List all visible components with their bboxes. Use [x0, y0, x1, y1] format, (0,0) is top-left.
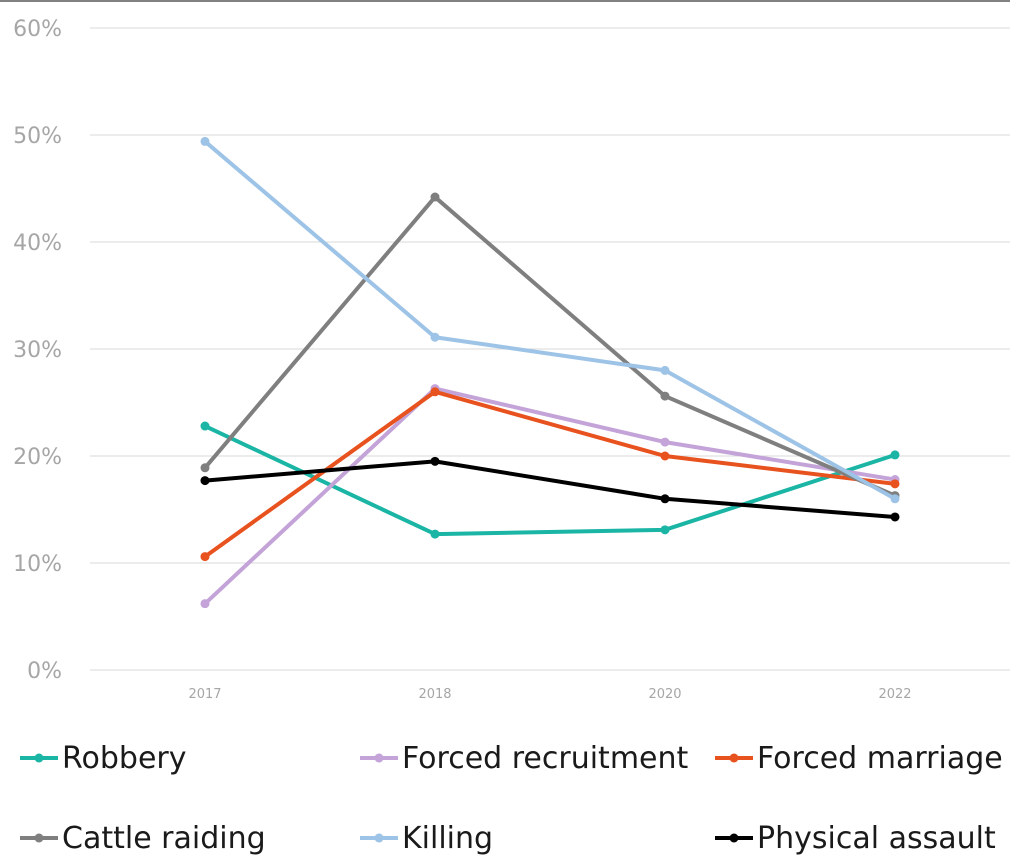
- y-tick-label: 50%: [13, 124, 62, 149]
- data-point-cattle-raiding: [660, 391, 670, 401]
- legend-swatch-marker: [374, 753, 384, 763]
- legend-swatch-marker: [374, 833, 384, 843]
- series-line-forced-marriage: [203, 389, 897, 559]
- series-line-robbery: [203, 424, 897, 537]
- x-tick-label: 2017: [188, 687, 221, 702]
- y-tick-label: 60%: [13, 17, 62, 42]
- data-point-forced-marriage: [890, 479, 900, 489]
- legend-item-killing: Killing: [360, 821, 493, 856]
- legend-label: Forced marriage: [757, 741, 1003, 776]
- series-line-forced-recruitment: [203, 386, 897, 606]
- legend-item-forced-recruitment: Forced recruitment: [360, 741, 689, 776]
- data-point-robbery: [890, 450, 900, 460]
- y-tick-label: 0%: [27, 659, 62, 684]
- legend-swatch-marker: [729, 753, 739, 763]
- legend-item-physical-assault: Physical assault: [715, 821, 996, 856]
- legend-swatch-marker: [34, 753, 44, 763]
- series-line-cattle-raiding: [203, 195, 897, 498]
- y-tick-label: 30%: [13, 338, 62, 363]
- legend-label: Physical assault: [757, 821, 996, 856]
- data-point-robbery: [200, 421, 210, 431]
- data-point-cattle-raiding: [430, 192, 440, 202]
- data-point-forced-recruitment: [660, 437, 670, 447]
- data-point-killing: [200, 136, 210, 146]
- data-point-forced-marriage: [660, 451, 670, 461]
- legend-label: Forced recruitment: [402, 741, 689, 776]
- data-point-physical-assault: [660, 494, 670, 504]
- data-point-cattle-raiding: [200, 463, 210, 473]
- legend-label: Cattle raiding: [62, 821, 266, 856]
- series-line-killing: [203, 139, 897, 501]
- series-lines: [200, 136, 900, 609]
- series-line-physical-assault: [203, 459, 897, 519]
- x-tick-label: 2018: [418, 687, 451, 702]
- data-point-forced-marriage: [200, 552, 210, 562]
- data-point-forced-marriage: [430, 387, 440, 397]
- gridlines: [0, 0, 1010, 671]
- data-point-robbery: [430, 529, 440, 539]
- legend-item-forced-marriage: Forced marriage: [715, 741, 1003, 776]
- legend: Robbery Forced recruitment Forced marriage…: [20, 741, 1003, 856]
- x-tick-label: 2020: [648, 687, 681, 702]
- legend-item-cattle-raiding: Cattle raiding: [20, 821, 266, 856]
- x-tick-label: 2022: [878, 687, 911, 702]
- y-tick-label: 20%: [13, 445, 62, 470]
- x-axis-ticks: 2017 2018 2020 2022: [188, 687, 911, 702]
- data-point-robbery: [660, 525, 670, 535]
- legend-item-robbery: Robbery: [20, 741, 186, 776]
- data-point-physical-assault: [200, 476, 210, 486]
- data-point-killing: [890, 494, 900, 504]
- y-axis-ticks: 0% 10% 20% 30% 40% 50% 60%: [13, 17, 62, 684]
- data-point-killing: [660, 365, 670, 375]
- y-tick-label: 40%: [13, 231, 62, 256]
- data-point-physical-assault: [430, 456, 440, 466]
- y-tick-label: 10%: [13, 552, 62, 577]
- legend-label: Killing: [402, 821, 493, 856]
- legend-swatch-marker: [729, 833, 739, 843]
- data-point-forced-recruitment: [200, 599, 210, 609]
- legend-swatch-marker: [34, 833, 44, 843]
- data-point-physical-assault: [890, 512, 900, 522]
- legend-label: Robbery: [62, 741, 186, 776]
- data-point-killing: [430, 332, 440, 342]
